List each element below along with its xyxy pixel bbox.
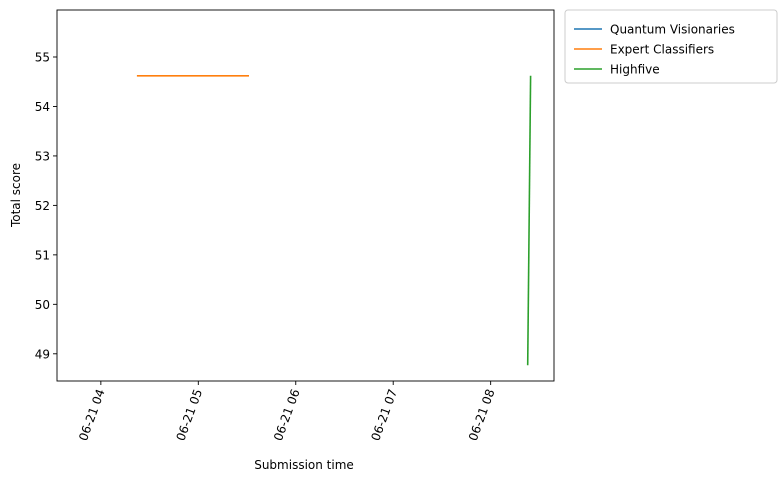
y-tick-label: 49	[35, 347, 50, 361]
y-tick-label: 54	[35, 100, 50, 114]
plot-area	[56, 9, 555, 382]
x-tick-label: 06-21 06	[271, 387, 303, 442]
legend-label: Quantum Visionaries	[610, 23, 735, 37]
plot-frame	[56, 9, 555, 382]
x-tick-label: 06-21 05	[174, 387, 206, 442]
y-axis: 49 50 51 52 53 54 55	[35, 50, 57, 361]
y-tick-label: 50	[35, 298, 50, 312]
legend-label: Highfive	[610, 63, 660, 77]
y-tick-label: 52	[35, 199, 50, 213]
y-tick-label: 51	[35, 248, 50, 262]
legend-label: Expert Classifiers	[610, 43, 714, 57]
legend: Quantum Visionaries Expert Classifiers Hig…	[564, 9, 778, 84]
x-axis: 06-21 04 06-21 05 06-21 06 06-21 07 06-21 08	[76, 381, 498, 443]
y-tick-label: 53	[35, 149, 50, 163]
x-tick-label: 06-21 07	[368, 387, 400, 442]
y-tick-label: 55	[35, 50, 50, 64]
legend-box	[564, 9, 778, 84]
series-line-2	[526, 75, 532, 366]
y-axis-label: Total score	[9, 163, 23, 228]
x-tick-label: 06-21 04	[76, 387, 108, 442]
x-tick-label: 06-21 08	[466, 387, 498, 442]
x-axis-label: Submission time	[254, 458, 354, 472]
